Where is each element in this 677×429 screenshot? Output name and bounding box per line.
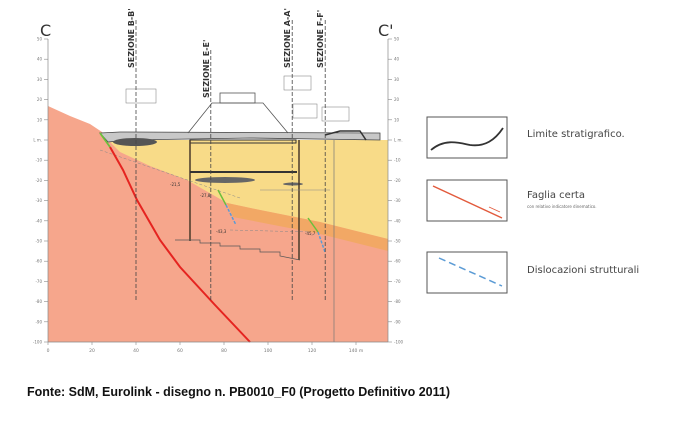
- elevation-label: -43,3: [216, 229, 227, 234]
- y-tick-label: -30: [35, 198, 42, 203]
- legend-sublabel-fault: con relativo indicatore dinematico.: [527, 204, 597, 209]
- main-fault-line: [109, 146, 251, 343]
- y-tick-label: -100: [33, 340, 43, 345]
- x-tick-label: 120: [308, 348, 317, 354]
- legend-label-fault: Faglia certa: [527, 190, 585, 201]
- legend-label-dislocation: Dislocazioni strutturali: [527, 265, 640, 276]
- x-tick-label: 140 m: [349, 348, 363, 354]
- dislocation-line: [217, 189, 227, 206]
- x-tick-label: 0: [47, 348, 50, 354]
- elevation-label: -27,8: [200, 193, 211, 198]
- dark-lens: [113, 138, 157, 146]
- legend-label-stratigraphic: Limite stratigrafico.: [527, 129, 625, 140]
- y-tick-label: 10: [394, 117, 400, 122]
- embankment-fill: [99, 131, 381, 143]
- x-tick-label: 20: [89, 348, 95, 354]
- y-tick-label: -50: [394, 239, 401, 244]
- orange-band-layer: [227, 203, 388, 251]
- section-label: SEZIONE F-F': [316, 10, 325, 68]
- blue-dashed-line-icon: [438, 257, 503, 287]
- annotation-box: [321, 106, 350, 122]
- y-tick-label: -10: [394, 158, 401, 163]
- red-fault-line-icon: [432, 185, 503, 219]
- sediment-layer: [108, 140, 388, 239]
- fault-arrow-icon: [488, 206, 501, 213]
- section-start-label: C: [40, 21, 51, 40]
- y-tick-label: -20: [35, 178, 42, 183]
- fault-start-green: [99, 132, 111, 148]
- excavation-step-line: [175, 239, 301, 261]
- y-tick-label: -100: [394, 340, 404, 345]
- y-tick-label: -70: [394, 279, 401, 284]
- y-tick-label: -60: [35, 259, 42, 264]
- guide-line: [229, 229, 311, 233]
- y-tick-label: -90: [35, 319, 42, 324]
- y-tick-label: 10: [37, 117, 43, 122]
- section-label: SEZIONE B-B': [127, 8, 136, 68]
- y-tick-label: -80: [35, 299, 42, 304]
- x-tick-label: 80: [221, 348, 227, 354]
- embankment-outline: [187, 102, 289, 134]
- dislocation-line: [307, 217, 319, 233]
- annotation-box: [283, 75, 312, 91]
- y-tick-label: 40: [394, 57, 400, 62]
- y-tick-label: -10: [35, 158, 42, 163]
- section-end-label: C': [378, 21, 394, 40]
- y-tick-label: L m.: [33, 138, 42, 143]
- curve-line-icon: [430, 127, 504, 151]
- y-tick-label: -70: [35, 279, 42, 284]
- y-tick-label: -40: [35, 218, 42, 223]
- y-tick-label: -50: [35, 239, 42, 244]
- dark-lens-2: [195, 177, 255, 183]
- y-tick-label: 40: [37, 57, 43, 62]
- y-tick-label: -80: [394, 299, 401, 304]
- y-tick-label: 30: [394, 77, 400, 82]
- annotation-box: [292, 103, 318, 119]
- right-road: [324, 130, 367, 141]
- elevation-label: -45,7: [305, 231, 316, 236]
- y-tick-label: 20: [37, 97, 43, 102]
- y-tick-label: 50: [37, 37, 43, 42]
- y-tick-label: L m.: [394, 138, 403, 143]
- dark-lens-3: [283, 182, 303, 186]
- dislocation-line: [225, 204, 237, 226]
- source-caption: Fonte: SdM, Eurolink - disegno n. PB0010…: [27, 385, 450, 399]
- x-tick-label: 40: [133, 348, 139, 354]
- y-tick-label: 30: [37, 77, 43, 82]
- x-tick-label: 60: [177, 348, 183, 354]
- viaduct-deck: [219, 92, 256, 104]
- y-tick-label: -90: [394, 319, 401, 324]
- section-label: SEZIONE E-E': [202, 40, 211, 98]
- annotation-box: [125, 88, 157, 104]
- section-label: SEZIONE A-A': [283, 8, 292, 68]
- y-tick-label: -20: [394, 178, 401, 183]
- x-tick-label: 100: [264, 348, 273, 354]
- y-tick-label: -30: [394, 198, 401, 203]
- y-tick-label: 20: [394, 97, 400, 102]
- y-tick-label: 50: [394, 37, 400, 42]
- elevation-label: -21,5: [170, 182, 181, 187]
- dislocation-line: [317, 231, 326, 253]
- y-tick-label: -40: [394, 218, 401, 223]
- y-tick-label: -60: [394, 259, 401, 264]
